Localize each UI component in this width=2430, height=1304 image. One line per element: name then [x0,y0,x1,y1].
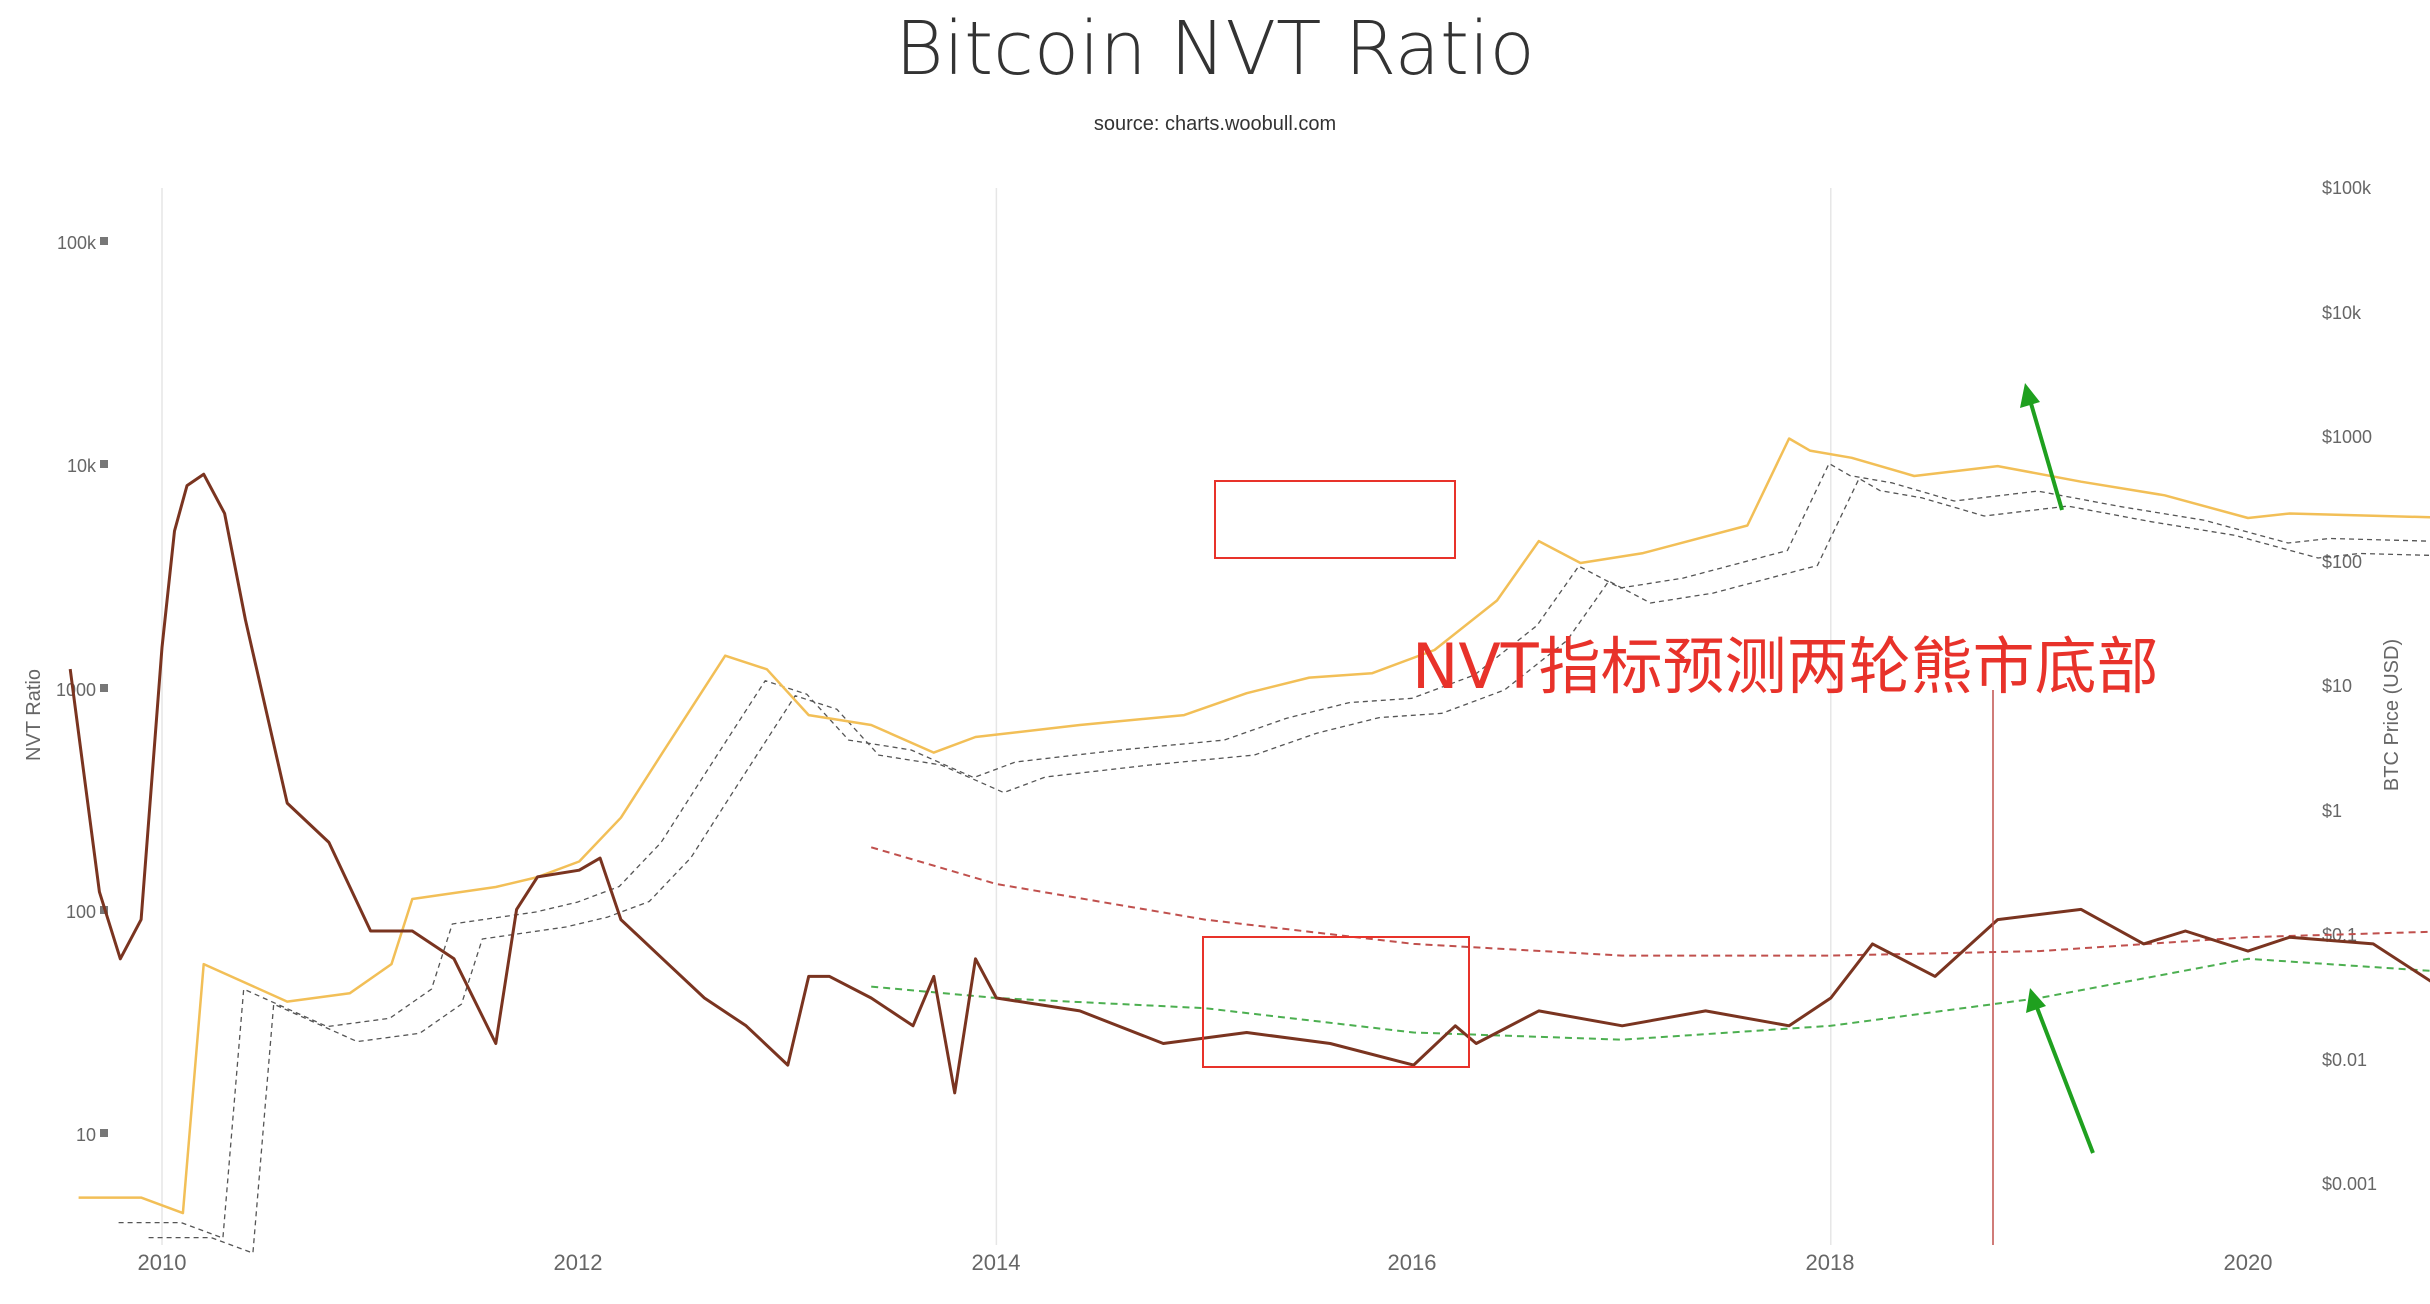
x-tick-label: 2012 [554,1250,603,1275]
y-right-tick-label: $1 [2322,801,2342,821]
nvt-lower-band-line [871,957,2430,1041]
y-right-tick-label: $100 [2322,552,2362,572]
y-left-tick-marker [100,684,108,692]
y-left-tick-marker [100,1129,108,1137]
y-left-axis-title: NVT Ratio [23,669,45,761]
x-tick-label: 2010 [138,1250,187,1275]
price-moving-average-line [148,477,2430,1254]
annotation-layer: NVT指标预测两轮熊市底部 [1202,383,2159,1245]
y-right-tick-label: $0.01 [2322,1050,2367,1070]
series-layer [68,437,2430,1254]
x-tick-label: 2016 [1388,1250,1437,1275]
x-tick-label: 2020 [2224,1250,2273,1275]
annotation-text: NVT指标预测两轮熊市底部 [1412,630,2159,703]
y-right-tick-label: $1000 [2322,427,2372,447]
y-left-tick-marker [100,460,108,468]
y-left-tick-label: 1000 [56,680,96,700]
nvt-upper-band-line [870,846,2430,957]
y-left-tick-marker [100,237,108,245]
y-axis-left: 100k 10k 1000 100 10 [56,233,108,1145]
highlight-box-nvt [1202,936,1470,1068]
y-left-tick-label: 10 [76,1125,96,1145]
y-right-tick-label: $10k [2322,303,2362,323]
chart-title: Bitcoin NVT Ratio [895,6,1535,92]
y-left-tick-label: 100k [57,233,97,253]
y-right-tick-label: $100k [2322,178,2372,198]
btc-price-line [78,437,2430,1215]
nvt-ratio-line [68,472,2430,1095]
y-axis-right: $100k $10k $1000 $100 $10 $1 $0.1 $0.01 … [2322,178,2377,1194]
green-arrow-icon [2026,988,2095,1154]
green-arrow-icon [2020,383,2064,511]
y-right-tick-label: $10 [2322,676,2352,696]
chart-subtitle: source: charts.woobull.com [1094,113,1336,135]
grid-lines [161,188,1832,1245]
y-right-axis-title: BTC Price (USD) [2381,639,2403,791]
x-axis: 2010 2012 2014 2016 2018 2020 [138,1250,2273,1275]
y-left-tick-label: 100 [66,902,96,922]
price-moving-average-line [118,462,2430,1239]
x-tick-label: 2018 [1806,1250,1855,1275]
x-tick-label: 2014 [972,1250,1021,1275]
y-left-tick-label: 10k [67,456,97,476]
y-right-tick-label: $0.001 [2322,1174,2377,1194]
highlight-box-price [1214,480,1456,559]
